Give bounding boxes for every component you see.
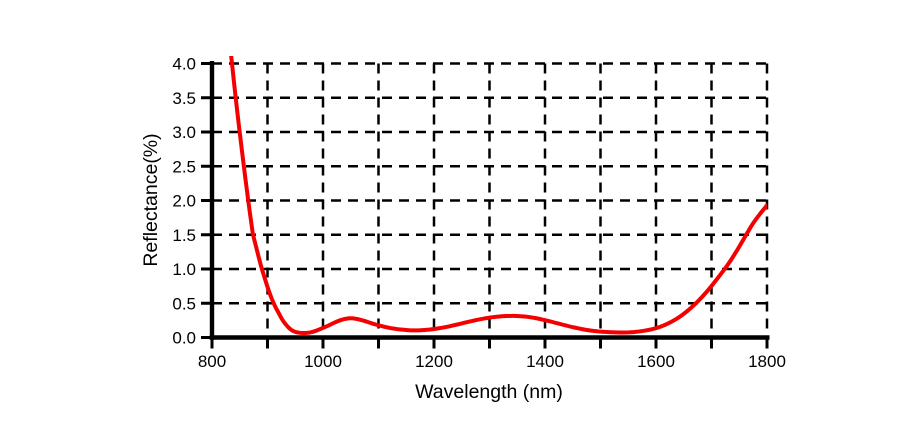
x-tick-label-1400: 1400: [526, 352, 564, 371]
reflectance-curve: [229, 56, 767, 336]
y-tick-label-2.5: 2.5: [172, 157, 196, 176]
x-tick-label-1000: 1000: [304, 352, 342, 371]
x-tick-label-1200: 1200: [415, 352, 453, 371]
y-tick-label-1.0: 1.0: [172, 260, 196, 279]
y-tick-label-1.5: 1.5: [172, 226, 196, 245]
y-axis-title: Reflectance(%): [140, 133, 162, 266]
data-series: [229, 56, 767, 336]
axes: [209, 61, 770, 340]
x-axis-title: Wavelength (nm): [415, 381, 563, 403]
y-tick-label-4.0: 4.0: [172, 55, 196, 74]
y-tick-label-3.5: 3.5: [172, 89, 196, 108]
x-tick-label-1800: 1800: [748, 352, 786, 371]
x-tick-labels: 800 1000 1200 1400 1600 1800: [198, 352, 786, 371]
axis-ticks: [201, 62, 769, 349]
x-tick-label-800: 800: [198, 352, 226, 371]
gridlines: [212, 62, 769, 338]
y-tick-label-0.5: 0.5: [172, 294, 196, 313]
y-tick-label-0.0: 0.0: [172, 329, 196, 348]
y-tick-label-2.0: 2.0: [172, 192, 196, 211]
y-tick-label-3.0: 3.0: [172, 123, 196, 142]
y-tick-labels: 0.0 0.5 1.0 1.5 2.0 2.5 3.0 3.5 4.0: [172, 55, 196, 348]
x-tick-label-1600: 1600: [637, 352, 675, 371]
